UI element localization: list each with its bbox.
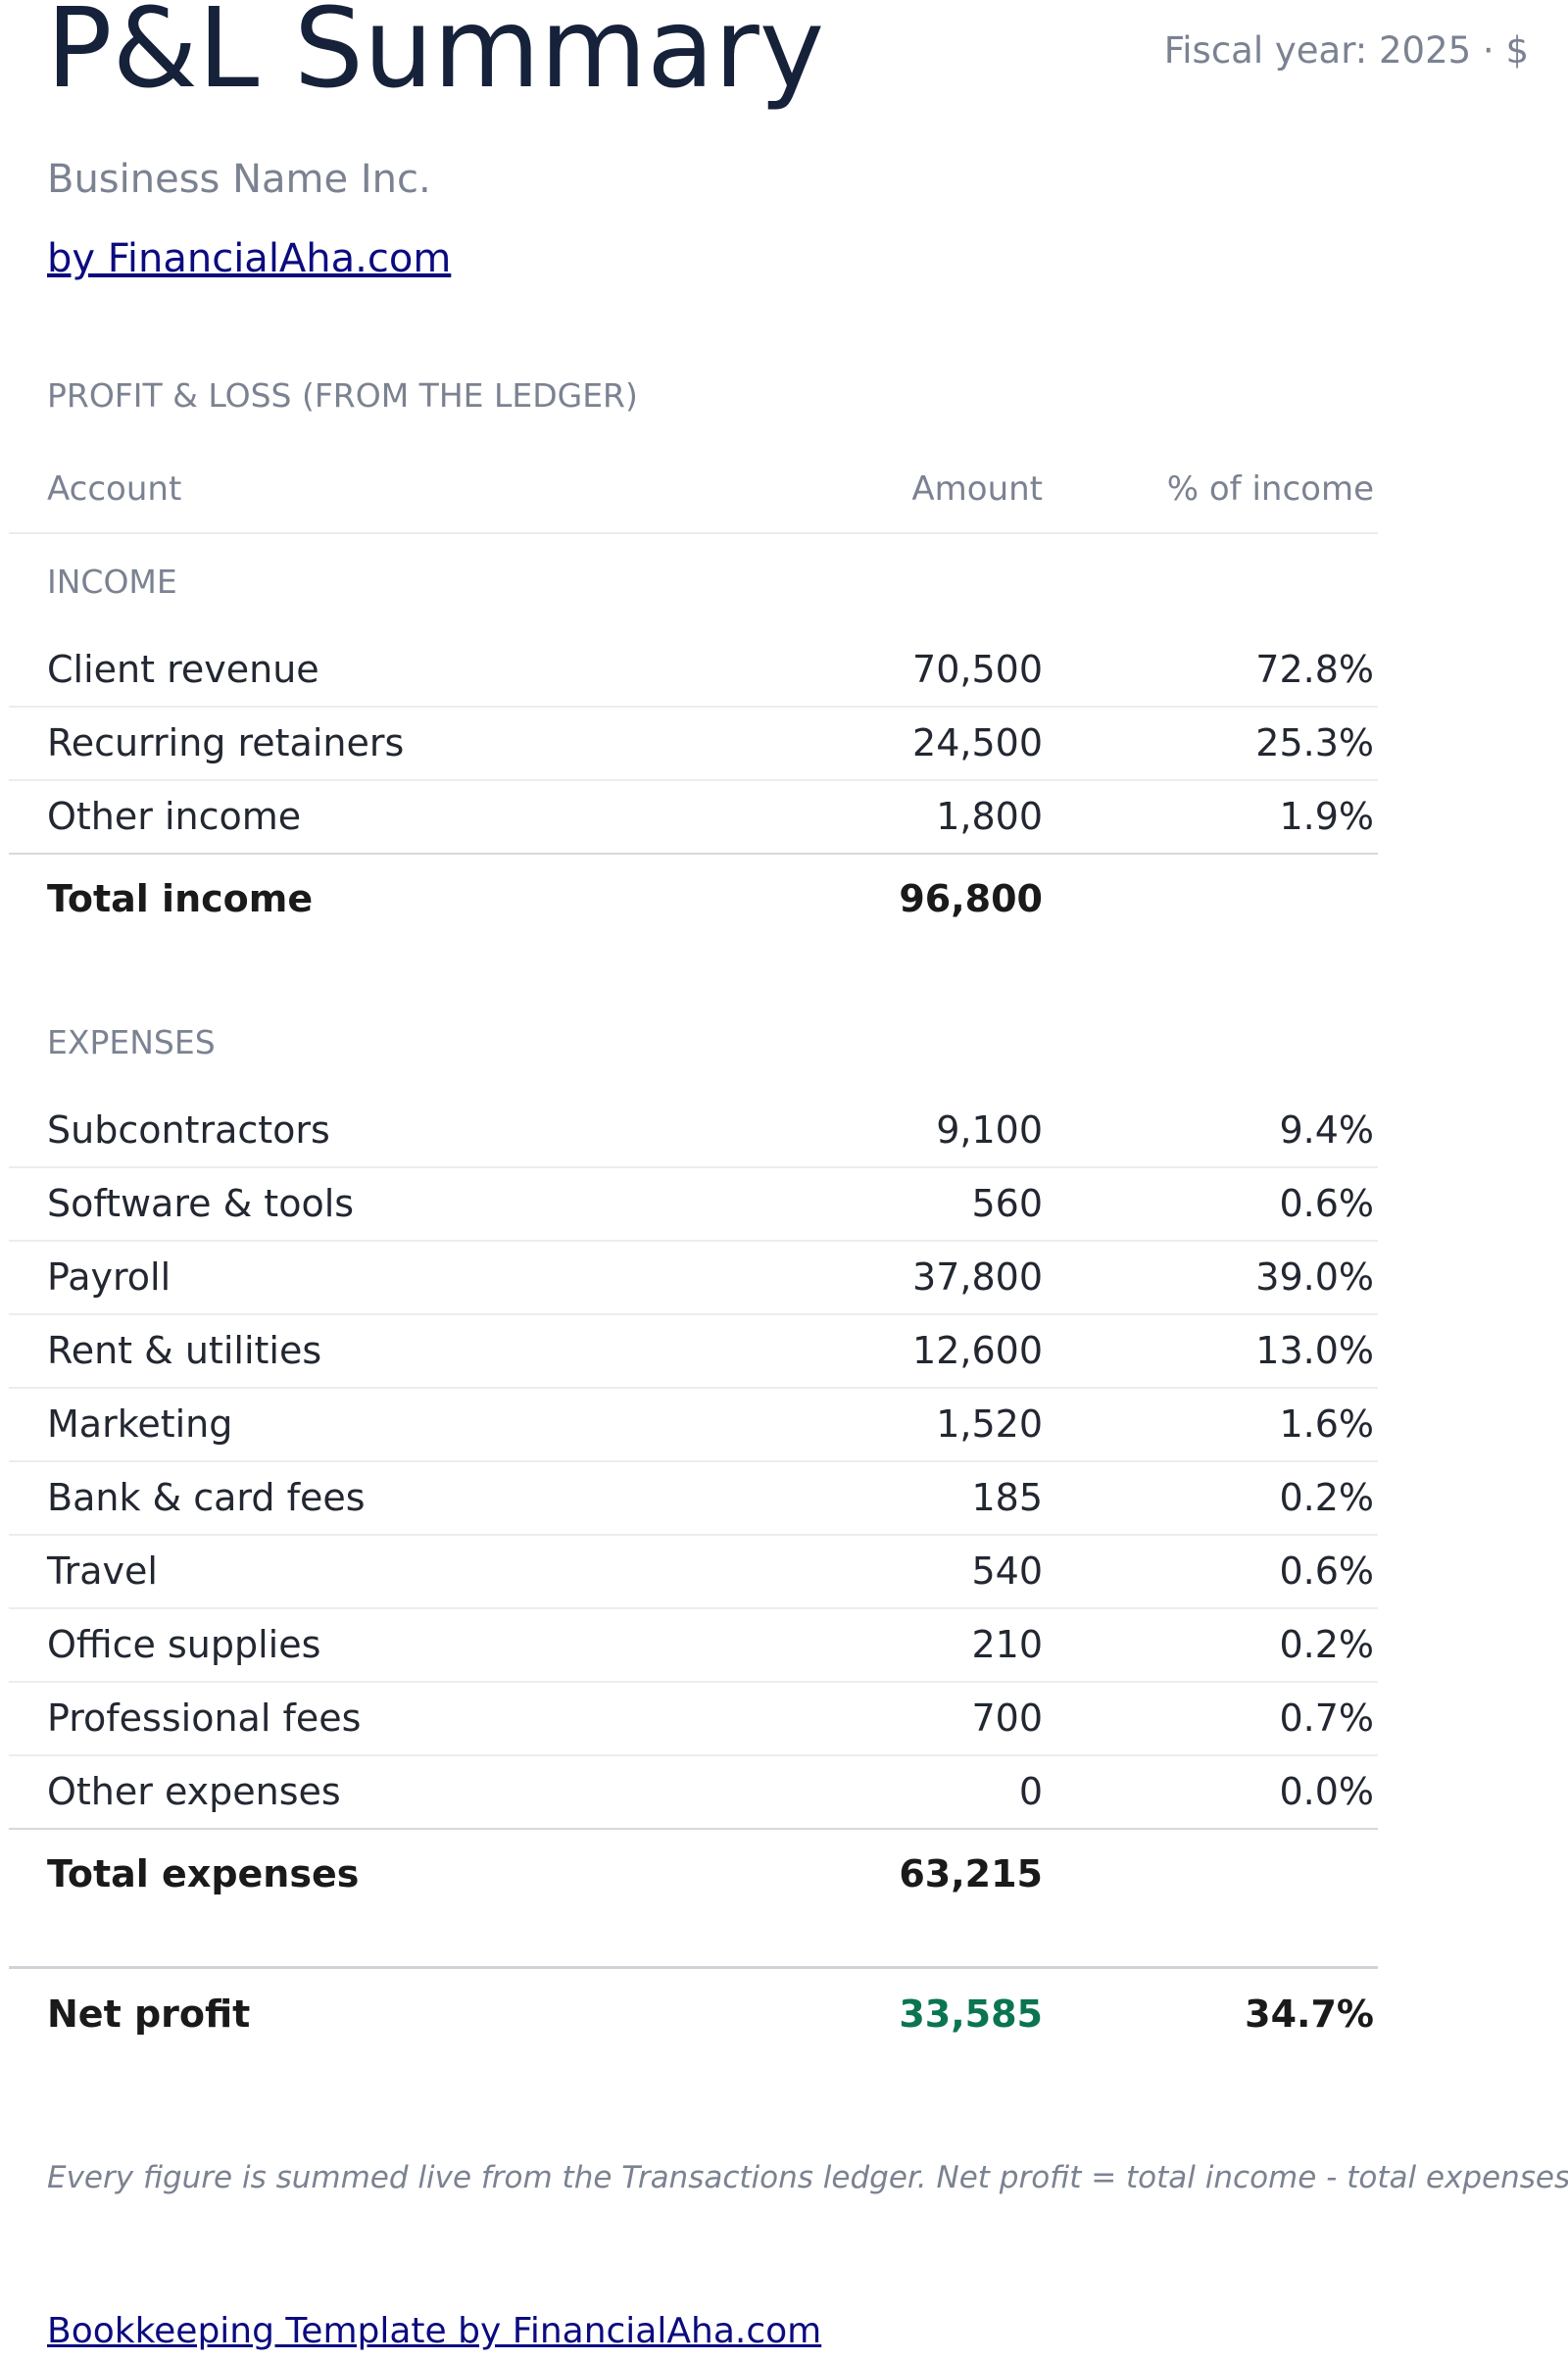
title: P&L Summary — [46, 0, 825, 113]
percent: 0.2% — [1279, 1476, 1374, 1519]
amount: 560 — [971, 1182, 1043, 1225]
percent: 13.0% — [1255, 1329, 1374, 1372]
row-divider — [9, 1240, 1378, 1242]
account-name: Recurring retainers — [47, 721, 405, 764]
amount: 70,500 — [912, 648, 1043, 691]
net-percent: 34.7% — [1245, 1992, 1374, 2036]
net-amount: 33,585 — [899, 1992, 1043, 2036]
row-divider — [9, 1681, 1378, 1683]
net-label: Net profit — [47, 1992, 251, 2036]
percent: 25.3% — [1255, 721, 1374, 764]
percent: 0.6% — [1279, 1549, 1374, 1593]
footer-link[interactable]: Bookkeeping Template by FinancialAha.com — [47, 2311, 822, 2351]
row-divider — [9, 853, 1378, 855]
percent: 39.0% — [1255, 1255, 1374, 1299]
amount: 700 — [971, 1697, 1043, 1740]
account-name: Payroll — [47, 1255, 172, 1299]
account-name: Other expenses — [47, 1770, 341, 1813]
account-name: Travel — [47, 1549, 158, 1593]
account-name: Office supplies — [47, 1623, 321, 1666]
footnote: Every figure is summed live from the Tra… — [47, 2160, 1568, 2195]
section-label: PROFIT & LOSS (FROM THE LEDGER) — [47, 376, 638, 415]
row-divider — [9, 779, 1378, 781]
amount: 1,520 — [936, 1402, 1043, 1446]
row-divider — [9, 1313, 1378, 1315]
row-divider — [9, 1607, 1378, 1609]
percent: 0.0% — [1279, 1770, 1374, 1813]
column-header: % of income — [1166, 469, 1374, 509]
amount: 210 — [971, 1623, 1043, 1666]
row-divider — [9, 1828, 1378, 1830]
business-name: Business Name Inc. — [47, 157, 431, 202]
row-divider — [9, 1534, 1378, 1536]
amount: 9,100 — [936, 1108, 1043, 1152]
account-name: Bank & card fees — [47, 1476, 366, 1519]
row-divider — [9, 706, 1378, 708]
account-name: Client revenue — [47, 648, 319, 691]
amount: 0 — [1018, 1770, 1043, 1813]
account-name: Marketing — [47, 1402, 233, 1446]
row-divider — [9, 1166, 1378, 1168]
amount: 1,800 — [936, 795, 1043, 838]
account-name: Rent & utilities — [47, 1329, 322, 1372]
amount: 24,500 — [912, 721, 1043, 764]
row-divider — [9, 1460, 1378, 1462]
amount: 12,600 — [912, 1329, 1043, 1372]
account-name: Professional fees — [47, 1697, 362, 1740]
column-header: Account — [47, 469, 182, 509]
total-amount: 63,215 — [899, 1852, 1043, 1895]
percent: 9.4% — [1279, 1108, 1374, 1152]
percent: 0.2% — [1279, 1623, 1374, 1666]
account-name: Software & tools — [47, 1182, 355, 1225]
site-link[interactable]: by FinancialAha.com — [47, 236, 452, 281]
total-amount: 96,800 — [899, 877, 1043, 920]
amount: 185 — [971, 1476, 1043, 1519]
divider — [9, 532, 1378, 534]
group-label: EXPENSES — [47, 1023, 216, 1061]
percent: 1.9% — [1279, 795, 1374, 838]
group-label: INCOME — [47, 563, 177, 601]
percent: 1.6% — [1279, 1402, 1374, 1446]
account-name: Other income — [47, 795, 302, 838]
row-divider — [9, 1754, 1378, 1756]
percent: 0.7% — [1279, 1697, 1374, 1740]
account-name: Subcontractors — [47, 1108, 330, 1152]
percent: 0.6% — [1279, 1182, 1374, 1225]
total-label: Total income — [47, 877, 314, 920]
total-label: Total expenses — [47, 1852, 360, 1895]
column-header: Amount — [911, 469, 1043, 509]
amount: 37,800 — [912, 1255, 1043, 1299]
fiscal-year: Fiscal year: 2025 · $ — [1163, 29, 1529, 72]
amount: 540 — [971, 1549, 1043, 1593]
percent: 72.8% — [1255, 648, 1374, 691]
row-divider — [9, 1387, 1378, 1389]
net-divider — [9, 1966, 1378, 1969]
